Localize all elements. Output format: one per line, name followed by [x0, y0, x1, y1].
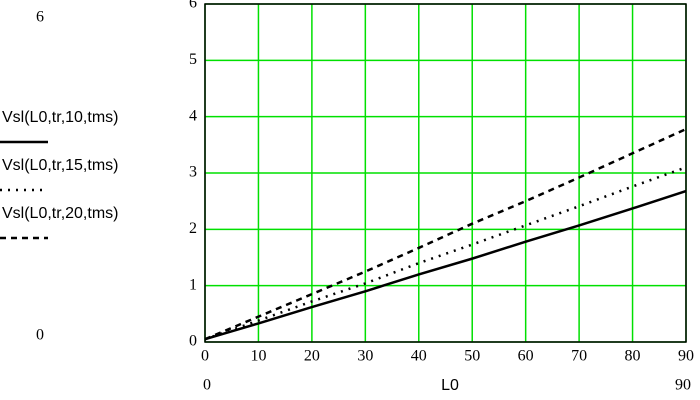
x-tick-label: 50	[464, 348, 480, 365]
x-tick-label: 30	[357, 348, 373, 365]
x-limit-right: 90	[675, 377, 691, 394]
x-limit-left: 0	[203, 377, 211, 394]
plot-frame	[204, 3, 687, 343]
y-limit-bottom: 0	[36, 327, 44, 344]
x-tick-label: 40	[411, 348, 427, 365]
series-line	[204, 189, 687, 341]
y-tick-label: 3	[189, 164, 197, 181]
x-tick-label: 90	[678, 348, 694, 365]
x-axis-label: L0	[441, 377, 459, 394]
y-tick-label: 2	[189, 220, 197, 237]
y-tick-label: 0	[189, 333, 197, 350]
legend-label: Vsl(L0,tr,20,tms)	[2, 205, 118, 222]
y-tick-label: 6	[189, 0, 197, 12]
y-tick-label: 1	[189, 276, 197, 293]
x-tick-label: 60	[518, 348, 534, 365]
y-tick-label: 5	[189, 51, 197, 68]
series-line	[204, 166, 687, 341]
y-limit-top: 6	[36, 9, 44, 26]
x-tick-label: 70	[571, 348, 587, 365]
x-tick-label: 0	[201, 348, 209, 365]
x-tick-label: 10	[250, 348, 266, 365]
series-line	[204, 127, 687, 341]
x-tick-label: 20	[304, 348, 320, 365]
x-tick-label: 80	[625, 348, 641, 365]
legend-label: Vsl(L0,tr,15,tms)	[2, 157, 118, 174]
legend-label: Vsl(L0,tr,10,tms)	[2, 109, 118, 126]
y-tick-label: 4	[189, 107, 197, 124]
